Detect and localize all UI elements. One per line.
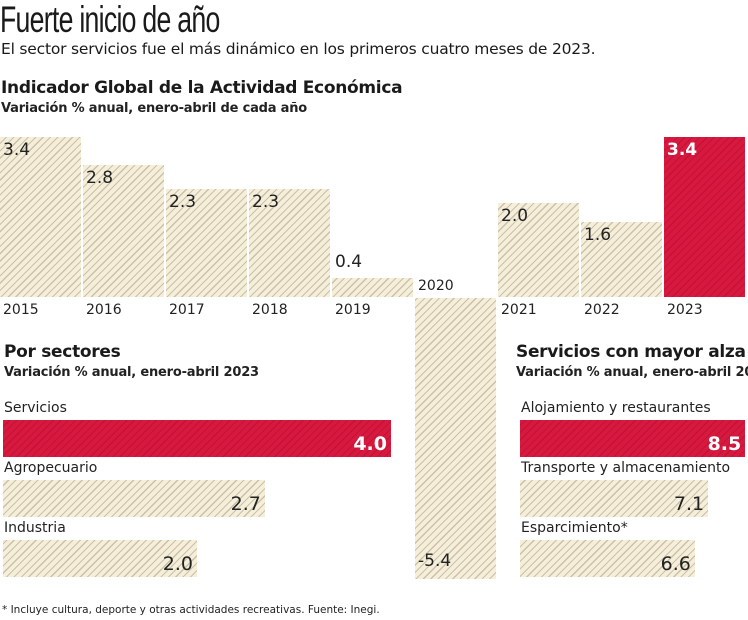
bar (498, 203, 579, 297)
year-label: 2021 (501, 302, 537, 318)
category-label: Transporte y almacenamiento (521, 460, 731, 476)
chart-subtitle-sectores: Variación % anual, enero-abril 2023 (4, 365, 259, 380)
value-label: 2.3 (252, 191, 280, 212)
bar (664, 137, 745, 297)
year-label: 2017 (169, 302, 205, 318)
year-label: 2020 (418, 278, 454, 294)
value-label: 3.4 (3, 140, 31, 161)
year-label: 2018 (252, 302, 288, 318)
value-label: 2.0 (162, 553, 193, 575)
bar (249, 188, 330, 297)
category-label: Servicios (4, 400, 67, 416)
value-label: 2.3 (169, 191, 197, 212)
category-label: Agropecuario (4, 460, 98, 476)
year-label: 2019 (335, 302, 371, 318)
value-label: 1.6 (584, 224, 612, 245)
year-label: 2015 (3, 302, 39, 318)
category-label: Industria (4, 520, 66, 536)
category-label: Alojamiento y restaurantes (521, 400, 711, 416)
value-label: 6.6 (660, 553, 691, 575)
bar (581, 221, 662, 297)
bar: 4.0 (3, 420, 391, 457)
bar: 2.0 (3, 540, 197, 577)
chart-subtitle-igae: Variación % anual, enero-abril de cada a… (1, 101, 308, 116)
page-title: Fuerte inicio de año (0, 0, 220, 40)
value-label: 7.1 (673, 493, 705, 515)
bar (166, 188, 247, 297)
bar (83, 165, 164, 297)
year-label: 2023 (667, 302, 703, 318)
footnote: * Incluye cultura, deporte y otras activ… (2, 604, 380, 616)
chart-subtitle-servicios: Variación % anual, enero-abril 2023 (516, 365, 748, 380)
bar (0, 137, 81, 297)
bar (415, 298, 496, 579)
value-label: 0.4 (335, 252, 363, 273)
bar: 6.6 (520, 540, 695, 577)
bar: 8.5 (520, 420, 746, 457)
chart-title-sectores: Por sectores (4, 342, 121, 362)
bar: 7.1 (520, 480, 709, 517)
category-label: Esparcimiento* (521, 520, 628, 536)
value-label: 3.4 (667, 140, 698, 161)
value-label: 2.8 (86, 168, 114, 189)
value-label: -5.4 (418, 550, 452, 571)
chart-title-igae: Indicador Global de la Actividad Económi… (1, 78, 403, 98)
value-label: 4.0 (353, 433, 387, 455)
value-label: 2.0 (501, 206, 529, 226)
bar: 2.7 (3, 480, 265, 517)
year-label: 2022 (584, 302, 620, 318)
value-label: 8.5 (707, 433, 742, 455)
year-label: 2016 (86, 302, 122, 318)
chart-title-servicios: Servicios con mayor alza (516, 342, 746, 362)
value-label: 2.7 (230, 493, 261, 515)
page-subtitle: El sector servicios fue el más dinámico … (1, 40, 596, 58)
bar (332, 278, 413, 297)
